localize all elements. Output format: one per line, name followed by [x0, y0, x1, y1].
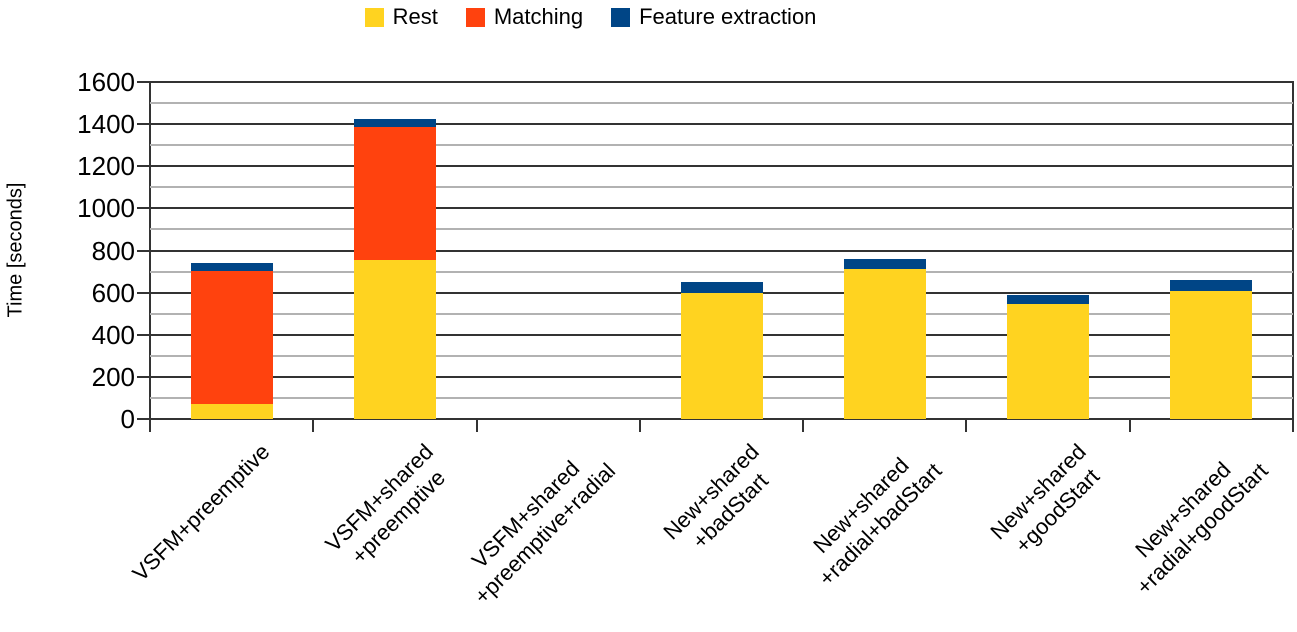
minor-gridline: [150, 144, 1293, 147]
major-gridline: [150, 249, 1293, 252]
bar-segment-matching: [353, 127, 436, 260]
x-category-label: VSFM+shared +preemptive: [320, 439, 450, 569]
x-axis-tick: [312, 420, 315, 432]
y-tick-label: 1400: [77, 109, 135, 140]
minor-gridline: [150, 186, 1293, 189]
legend-item-feature-extraction: Feature extraction: [611, 6, 816, 28]
x-axis-tick: [965, 420, 968, 432]
x-category-label: New+shared +badStart: [658, 439, 774, 554]
x-category-label: New+shared +goodStart: [985, 439, 1105, 558]
major-gridline: [150, 207, 1293, 210]
y-tick-label: 600: [91, 277, 135, 308]
legend-label: Feature extraction: [639, 4, 817, 29]
x-axis-line: [150, 418, 1293, 420]
x-axis-tick: [1128, 420, 1131, 432]
x-axis-tick: [802, 420, 805, 432]
major-gridline: [150, 165, 1293, 168]
bar-segment-feature-extraction: [1007, 294, 1090, 305]
legend-label: Matching: [493, 4, 584, 29]
bar-segment-rest: [1170, 290, 1253, 419]
y-axis-tick: [137, 123, 150, 126]
chart-legend: Rest Matching Feature extraction: [0, 2, 1297, 32]
y-tick-label: 200: [91, 361, 135, 392]
x-category-label: New+shared +radial+goodStart: [1130, 456, 1274, 600]
bar-segment-matching: [190, 270, 273, 405]
y-axis-tick: [137, 165, 150, 168]
bar-segment-rest: [1007, 304, 1090, 419]
y-tick-label: 1000: [77, 193, 135, 224]
y-tick-label: 1600: [77, 67, 135, 97]
y-axis-tick: [137, 81, 150, 83]
legend-swatch-icon: [465, 7, 485, 27]
minor-gridline: [150, 228, 1293, 231]
major-gridline: [150, 123, 1293, 126]
legend-swatch-icon: [611, 7, 631, 27]
y-tick-label: 400: [91, 319, 135, 350]
y-axis-tick: [137, 207, 150, 210]
x-axis-tick: [638, 420, 641, 432]
y-tick-label: 800: [91, 235, 135, 266]
bar-segment-feature-extraction: [843, 258, 926, 270]
x-axis-tick: [1292, 420, 1294, 432]
major-gridline: [150, 81, 1293, 83]
legend-item-matching: Matching: [465, 4, 584, 29]
bar-segment-feature-extraction: [1170, 280, 1253, 291]
bar-segment-feature-extraction: [353, 118, 436, 128]
right-border-line: [1292, 81, 1294, 432]
y-axis-tick: [137, 418, 150, 420]
y-axis-tick: [137, 249, 150, 252]
y-axis-tick: [137, 291, 150, 294]
bar-segment-rest: [353, 259, 436, 419]
legend-label: Rest: [392, 4, 438, 29]
minor-gridline: [150, 270, 1293, 273]
y-axis-title: Time [seconds]: [4, 182, 27, 318]
x-category-label: VSFM+preemptive: [127, 439, 275, 586]
bar-segment-rest: [190, 404, 273, 419]
bar-segment-feature-extraction: [680, 282, 763, 293]
y-tick-label: 1200: [77, 151, 135, 182]
x-category-label: New+shared +radial+badStart: [808, 452, 947, 591]
plot-area: 0 200 400 600 800 1000 1200 1400 1600 VSFM+preemp…: [77, 67, 1294, 609]
x-category-label: VSFM+shared +preemptive+radial: [466, 455, 620, 609]
y-tick-label: 0: [120, 404, 135, 434]
x-axis-tick: [475, 420, 478, 432]
x-axis-tick: [149, 420, 151, 432]
minor-gridline: [150, 102, 1293, 105]
y-axis-tick: [137, 375, 150, 378]
bar-segment-feature-extraction: [190, 263, 273, 271]
legend-swatch-icon: [364, 7, 384, 27]
bar-segment-rest: [843, 269, 926, 419]
y-axis-tick: [137, 333, 150, 336]
y-axis-line: [149, 81, 151, 432]
bar-segment-rest: [680, 292, 763, 419]
legend-item-rest: Rest: [364, 4, 438, 29]
